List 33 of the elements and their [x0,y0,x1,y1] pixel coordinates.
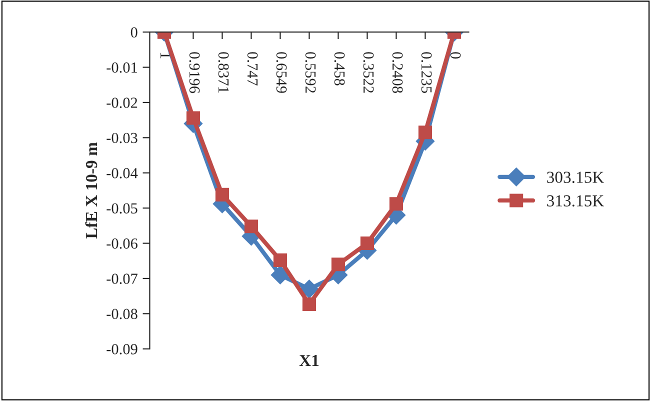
x-tick-label: 0 [450,52,461,59]
point [360,236,374,250]
point [389,197,403,211]
point [302,297,316,311]
y-tick-label: -0.09 [106,344,138,354]
x-axis-title: X1 [299,354,319,366]
x-tick-label: 0.747 [247,52,258,86]
y-tick-label: -0.06 [106,238,138,249]
y-tick-label: -0.04 [106,168,138,178]
y-tick-label: -0.02 [106,98,138,108]
x-tick-label: 0.1235 [421,52,432,93]
point [244,220,258,234]
y-tick-label: -0.07 [106,274,138,284]
y-tick-label: 0 [130,27,138,38]
x-tick-label: 0.3522 [363,52,374,93]
x-tick-label: 0.2408 [392,52,403,93]
x-tick-label: 0.8371 [218,52,229,93]
point [273,253,287,267]
legend-label: 303.15K [547,172,604,183]
x-tick-label: 0.6549 [276,52,287,93]
point [300,280,319,298]
y-axis-title: LfE X 10-9 m [85,142,98,239]
x-tick-label: 0.458 [334,52,345,86]
y-tick-label: -0.05 [106,203,138,214]
x-tick-label: 0.5592 [305,52,316,93]
y-tick-label: -0.03 [106,132,138,144]
point [270,266,290,284]
point [215,188,229,202]
y-tick-label: -0.01 [106,62,138,73]
legend-label: 313.15K [547,195,604,207]
y-tick-label: -0.08 [106,308,138,320]
point [331,258,345,272]
x-tick-label: 0.9196 [189,52,200,94]
